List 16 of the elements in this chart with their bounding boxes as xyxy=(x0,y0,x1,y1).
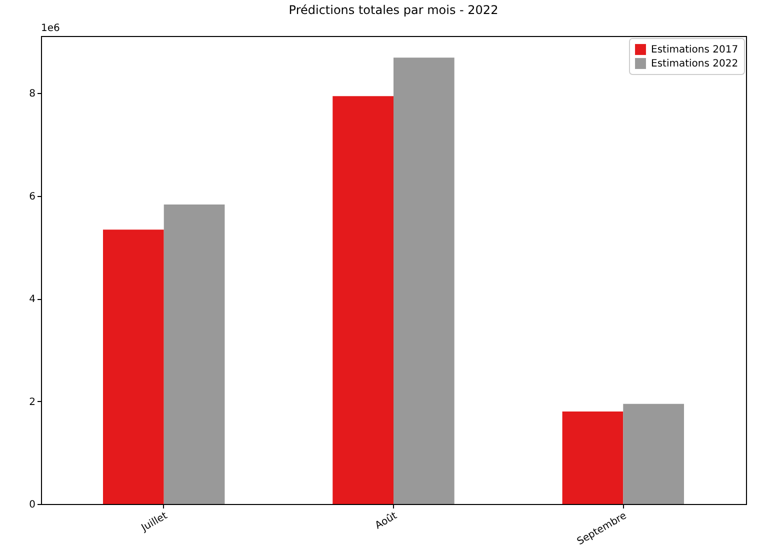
x-tick-label: Août xyxy=(374,510,400,532)
y-tick-label: 8 xyxy=(29,88,36,100)
bar xyxy=(164,204,225,504)
bar xyxy=(623,404,684,504)
y-tick-label: 6 xyxy=(29,191,36,202)
bar xyxy=(394,58,454,504)
bar xyxy=(332,96,394,504)
legend-label: Estimations 2022 xyxy=(651,58,738,70)
chart-title: Prédictions totales par mois - 2022 xyxy=(288,3,498,17)
bar xyxy=(103,230,164,504)
y-tick-label: 4 xyxy=(29,294,36,306)
text: 1e6 xyxy=(41,23,60,34)
y-tick-label: 0 xyxy=(29,500,36,510)
legend-label: Estimations 2017 xyxy=(651,44,738,56)
y-tick-label: 2 xyxy=(29,396,36,408)
bar xyxy=(562,412,624,504)
